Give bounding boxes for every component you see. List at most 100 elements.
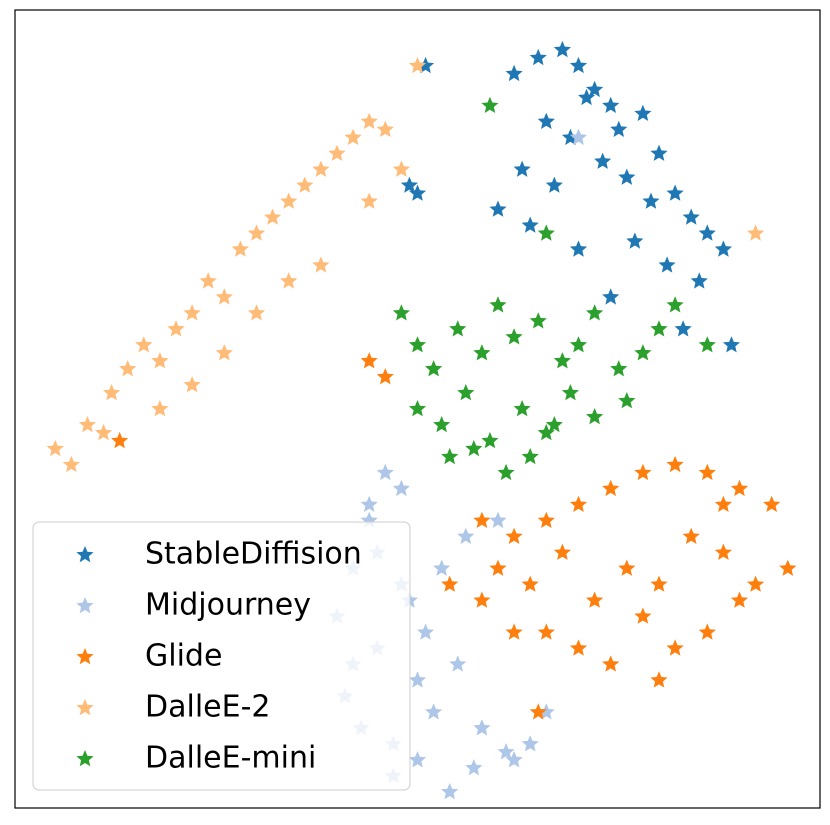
legend: StableDiffision Midjourney Glide DalleE-2 Da… (76, 537, 362, 776)
point (553, 40, 571, 58)
point (513, 400, 531, 417)
legend-marker (76, 648, 94, 665)
point (497, 743, 515, 760)
point (666, 455, 684, 473)
point (747, 224, 765, 241)
point (425, 360, 443, 377)
legend-label: Midjourney (145, 588, 311, 623)
point (441, 575, 459, 592)
points (46, 40, 797, 800)
point (489, 511, 507, 528)
point (529, 312, 547, 329)
point (610, 360, 628, 377)
point (747, 575, 765, 592)
point (650, 320, 668, 337)
point (360, 112, 378, 129)
point (634, 607, 652, 624)
legend-marker (76, 546, 94, 563)
point (586, 304, 604, 321)
legend-label: DalleE-2 (145, 690, 270, 725)
point (111, 431, 129, 449)
point (62, 455, 80, 473)
point (400, 176, 418, 193)
point (569, 639, 588, 656)
point (183, 376, 201, 393)
point (666, 296, 684, 313)
point (618, 559, 636, 576)
point (119, 360, 137, 377)
point (489, 296, 507, 313)
point (569, 336, 588, 353)
point (553, 543, 571, 560)
legend-marker (76, 750, 94, 767)
point (537, 112, 555, 129)
point (594, 152, 612, 169)
point (650, 671, 668, 688)
point (392, 304, 410, 321)
point (505, 328, 523, 345)
point (433, 559, 451, 576)
point (151, 400, 169, 417)
point (537, 511, 555, 528)
point (473, 719, 491, 736)
point (730, 591, 749, 608)
point (521, 575, 539, 592)
point (618, 392, 636, 409)
point (457, 384, 475, 401)
point (312, 160, 330, 177)
point (714, 543, 732, 560)
point (135, 336, 153, 353)
point (408, 751, 427, 768)
point (344, 128, 362, 145)
legend-label: StableDiffision (145, 537, 362, 572)
point (376, 120, 394, 137)
point (481, 96, 499, 113)
point (586, 80, 604, 98)
legend-label: Glide (145, 639, 222, 674)
point (408, 56, 427, 74)
point (376, 463, 394, 481)
point (642, 192, 660, 209)
point (537, 224, 555, 241)
point (650, 575, 668, 592)
legend-marker (76, 699, 94, 716)
point (151, 352, 169, 369)
point (497, 463, 515, 481)
point (215, 344, 233, 361)
point (602, 288, 620, 305)
point (674, 320, 692, 337)
point (489, 559, 507, 576)
point (417, 623, 435, 640)
point (658, 256, 676, 273)
point (312, 256, 330, 273)
point (505, 751, 523, 768)
point (529, 703, 547, 720)
point (360, 495, 378, 512)
point (602, 96, 620, 113)
point (763, 495, 781, 512)
legend-marker (76, 597, 94, 614)
point (722, 336, 740, 353)
point (634, 104, 652, 121)
point (666, 184, 684, 201)
point (537, 623, 555, 640)
point (465, 439, 483, 457)
point (513, 160, 531, 177)
point (449, 655, 467, 672)
point (545, 176, 563, 193)
point (433, 416, 451, 433)
point (481, 431, 499, 449)
point (489, 200, 507, 217)
point (698, 336, 716, 353)
point (602, 655, 620, 672)
point (626, 232, 644, 249)
point (666, 639, 684, 656)
point (521, 216, 539, 233)
point (167, 320, 185, 337)
point (634, 344, 652, 361)
point (473, 511, 491, 528)
point (698, 463, 716, 481)
point (408, 336, 427, 353)
